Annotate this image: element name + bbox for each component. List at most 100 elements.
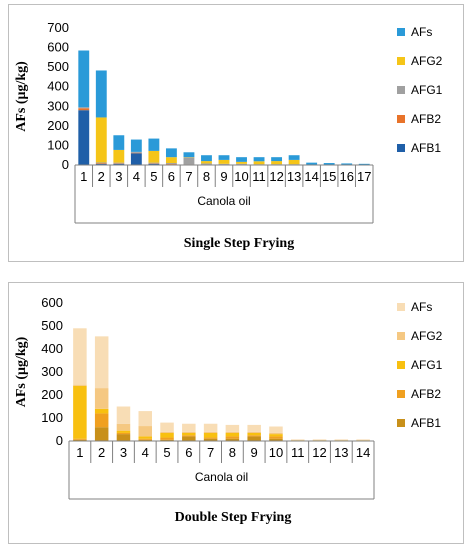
bar-afb2-2 — [95, 163, 107, 165]
bar-afg1-3 — [113, 162, 125, 164]
x-tick-label: 4 — [133, 169, 140, 184]
bar-afs-9 — [218, 155, 230, 160]
bar-afb2-2 — [94, 413, 109, 428]
bar-afg2-5 — [160, 431, 174, 433]
bar-afg1-10 — [269, 434, 283, 437]
bar-afb1-5 — [160, 439, 174, 441]
y-tick-label: 0 — [62, 157, 69, 172]
bar-afb2-10 — [269, 436, 283, 439]
x-tick-label: 10 — [269, 445, 283, 460]
y-tick-label: 500 — [47, 59, 69, 74]
bar-afg2-6 — [165, 157, 177, 164]
x-tick-label: 1 — [80, 169, 87, 184]
bar-afg2-12 — [271, 161, 283, 165]
bar-afg2-9 — [218, 159, 230, 164]
bar-afg2-8 — [225, 431, 240, 433]
bar-afb2-6 — [182, 435, 196, 437]
chart-panel-single-step: 0 100 200 300 400 500 600 700 1 2 3 4 5 6 7 8 9 10 11 12 13 1… — [8, 4, 464, 262]
bar-afs-5 — [160, 422, 174, 432]
bar-afg1-1 — [78, 107, 90, 109]
bar-afs-14 — [306, 162, 318, 165]
bar-afs-4 — [130, 139, 142, 152]
bar-afb2-3 — [116, 432, 131, 435]
legend-swatch-afs — [397, 28, 405, 36]
bar-afg1-9 — [218, 163, 230, 165]
x-tick-label: 6 — [185, 445, 192, 460]
bar-afg1-6 — [165, 163, 177, 165]
y-tick-label: 200 — [47, 118, 69, 133]
bar-afb2-8 — [225, 436, 240, 439]
bar-afg1-8 — [225, 432, 240, 437]
bar-afs-4 — [138, 411, 153, 427]
y-tick-label: 600 — [41, 295, 63, 310]
legend-swatch-afg2 — [397, 57, 405, 65]
bar-afg1-9 — [247, 432, 261, 436]
bar-afb2-1 — [73, 438, 87, 440]
bar-afg1-7 — [183, 157, 195, 165]
bar-afs-8 — [201, 155, 212, 162]
bar-afb1-4 — [138, 439, 153, 441]
chart-panel-double-step: 0 100 200 300 400 500 600 1 2 3 4 5 6 7 8 9 10 11 12 13 14 Ca… — [8, 282, 464, 544]
bar-afs-10 — [236, 157, 247, 162]
bar-afg2-3 — [113, 149, 125, 163]
x-tick-label: 8 — [229, 445, 236, 460]
x-tick-label: 14 — [356, 445, 370, 460]
y-axis-label: AFs (μg/kg) — [14, 336, 29, 407]
legend-swatch-afg1 — [397, 361, 405, 369]
x-axis-label: Canola oil — [197, 194, 250, 208]
y-tick-label: 500 — [41, 318, 63, 333]
bar-afs-7 — [183, 152, 195, 158]
bar-afg2-11 — [253, 161, 265, 165]
y-tick-label: 600 — [47, 40, 69, 55]
bar-afg2-5 — [148, 150, 160, 163]
bar-afg2-8 — [201, 161, 212, 164]
bar-afg1-3 — [116, 430, 131, 433]
legend-label-afs: AFs — [411, 25, 432, 39]
bar-afg2-6 — [182, 431, 196, 433]
bar-afs-2 — [94, 336, 109, 389]
bar-afs-3 — [116, 406, 131, 424]
legend-label-afb2: AFB2 — [411, 387, 441, 401]
y-tick-label: 300 — [41, 364, 63, 379]
bar-afg2-9 — [247, 431, 261, 433]
y-tick-label: 300 — [47, 98, 69, 113]
bar-afg1-1 — [73, 385, 87, 439]
x-tick-label: 12 — [269, 169, 283, 184]
x-tick-label: 2 — [98, 169, 105, 184]
y-tick-label: 100 — [47, 137, 69, 152]
bar-afg1-5 — [148, 162, 160, 164]
bar-afg2-4 — [138, 426, 153, 437]
legend-label-afg1: AFG1 — [411, 358, 443, 372]
bar-afb2-5 — [160, 437, 174, 440]
x-tick-label: 11 — [252, 169, 266, 184]
x-tick-label: 4 — [142, 445, 149, 460]
bar-afg2-13 — [288, 159, 300, 165]
bar-afg2-2 — [95, 117, 107, 163]
x-axis-label: Canola oil — [195, 470, 248, 484]
bar-afs-6 — [165, 148, 177, 158]
legend-swatch-afb2 — [397, 115, 405, 123]
bar-afb1-6 — [182, 436, 196, 441]
bar-afb1-2 — [94, 427, 109, 441]
x-tick-label: 16 — [339, 169, 353, 184]
bar-afb1-1 — [73, 439, 87, 441]
bar-afs-6 — [182, 423, 196, 432]
x-tick-label: 9 — [251, 445, 258, 460]
x-tick-label: 7 — [185, 169, 192, 184]
x-tick-label: 10 — [234, 169, 248, 184]
legend-swatch-afb1 — [397, 419, 405, 427]
bar-afb1-9 — [247, 436, 261, 441]
bar-afs-2 — [95, 70, 107, 118]
legend-label-afb1: AFB1 — [411, 141, 441, 155]
y-tick-label: 200 — [41, 387, 63, 402]
bar-afg1-10 — [236, 163, 247, 165]
legend-swatch-afg2 — [397, 332, 405, 340]
bar-afs-12 — [271, 157, 283, 162]
legend-label-afg2: AFG2 — [411, 54, 443, 68]
bar-afg2-3 — [116, 423, 131, 431]
bar-afs-11 — [290, 439, 305, 441]
legend-swatch-afb2 — [397, 390, 405, 398]
legend-label-afb2: AFB2 — [411, 112, 441, 126]
bar-afs-8 — [225, 424, 240, 432]
